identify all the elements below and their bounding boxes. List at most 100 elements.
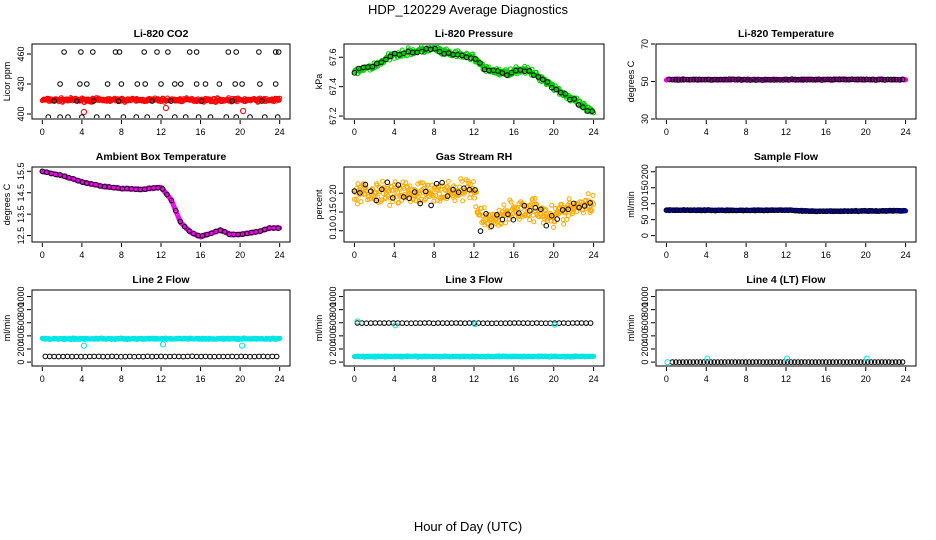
series-point bbox=[104, 81, 111, 87]
series-point bbox=[77, 81, 83, 87]
series-point bbox=[580, 104, 586, 110]
series-point bbox=[390, 195, 396, 201]
series-point bbox=[862, 207, 869, 214]
series-point bbox=[57, 81, 63, 87]
x-tick-label: 0 bbox=[40, 127, 45, 137]
series-point bbox=[688, 207, 694, 213]
series-point bbox=[683, 359, 690, 365]
panel-1: Li-820 CO2 Licor ppm 0 4 8 12 16 20 24 400 430 460 bbox=[2, 28, 291, 137]
series-point bbox=[544, 79, 551, 85]
x-tick-label: 20 bbox=[861, 374, 871, 384]
panel-2: Li-820 Pressure kPa 0 4 8 12 16 20 24 67.2 67.4 67.… bbox=[314, 28, 605, 137]
y-tick-label: 0 bbox=[640, 233, 650, 238]
series-point bbox=[695, 207, 701, 213]
series-point bbox=[439, 179, 445, 186]
y-tick-label: 200 bbox=[328, 341, 338, 356]
series-point bbox=[403, 320, 410, 327]
x-tick-label: 20 bbox=[235, 127, 245, 137]
series-point bbox=[789, 207, 795, 214]
series-point bbox=[843, 76, 849, 83]
series-point bbox=[395, 182, 402, 188]
series-point bbox=[805, 359, 812, 365]
series-point bbox=[57, 114, 63, 118]
panel-title: Sample Flow bbox=[754, 151, 819, 163]
series-point bbox=[792, 76, 798, 83]
series-point bbox=[804, 77, 810, 83]
series-point bbox=[831, 76, 837, 83]
series-point bbox=[827, 208, 834, 214]
series-point bbox=[390, 187, 396, 193]
series-point bbox=[141, 49, 147, 55]
y-axis-label: kPa bbox=[314, 74, 324, 90]
series-point bbox=[78, 49, 84, 55]
x-tick-label: 16 bbox=[821, 127, 831, 137]
series-point bbox=[563, 210, 568, 216]
y-tick-label: 1000 bbox=[328, 287, 338, 307]
series-point bbox=[274, 114, 281, 118]
series-point bbox=[840, 359, 847, 365]
series-point bbox=[844, 359, 850, 365]
series-point bbox=[896, 359, 902, 365]
y-tick-label: 67.6 bbox=[328, 48, 338, 66]
x-tick-label: 0 bbox=[352, 250, 357, 260]
series-point bbox=[759, 77, 765, 83]
series-point bbox=[144, 353, 151, 360]
series-point bbox=[690, 76, 697, 83]
x-tick-label: 4 bbox=[704, 127, 709, 137]
series-point bbox=[455, 189, 462, 195]
x-tick-label: 20 bbox=[861, 250, 871, 260]
series-point bbox=[892, 359, 899, 365]
series-point bbox=[866, 76, 873, 83]
y-tick-label: 400 bbox=[640, 328, 650, 343]
series-point bbox=[786, 77, 792, 83]
series-point bbox=[531, 72, 537, 78]
series-point bbox=[531, 219, 537, 225]
series-point bbox=[698, 207, 705, 214]
x-tick-label: 4 bbox=[392, 127, 397, 137]
data-points bbox=[39, 168, 283, 240]
series-point bbox=[702, 207, 708, 213]
series-point bbox=[459, 52, 465, 59]
series-point bbox=[480, 320, 486, 327]
series-point bbox=[720, 76, 727, 83]
series-outlier bbox=[240, 107, 247, 115]
series-point bbox=[415, 193, 421, 199]
series-point bbox=[182, 114, 189, 118]
series-point bbox=[392, 179, 398, 185]
series-point bbox=[826, 359, 833, 365]
y-tick-label: 800 bbox=[640, 302, 650, 317]
series-point bbox=[112, 49, 119, 55]
x-tick-label: 12 bbox=[781, 127, 791, 137]
figure-title: HDP_120229 Average Diagnostics bbox=[368, 2, 568, 17]
series-point bbox=[499, 216, 506, 223]
series-point bbox=[353, 196, 359, 202]
series-point bbox=[444, 193, 451, 199]
series-point bbox=[532, 204, 539, 211]
x-tick-label: 0 bbox=[40, 374, 45, 384]
series-point bbox=[583, 320, 589, 326]
y-axis-label: degrees C bbox=[626, 60, 636, 102]
series-point bbox=[554, 216, 561, 222]
panel-9: Line 4 (LT) Flow ml/min 0 4 8 12 16 20 24 0 200400… bbox=[626, 274, 917, 384]
series-point bbox=[719, 207, 726, 213]
series-point bbox=[851, 359, 857, 365]
x-tick-label: 20 bbox=[235, 374, 245, 384]
series-point bbox=[351, 196, 357, 202]
plot-frame bbox=[31, 43, 291, 120]
series-point bbox=[273, 353, 280, 360]
series-point bbox=[193, 81, 200, 87]
series-point bbox=[675, 77, 682, 83]
series-point bbox=[858, 208, 865, 214]
y-axis-label: ml/min bbox=[2, 315, 12, 342]
series-point bbox=[740, 207, 746, 214]
y-axis-label: ml/min bbox=[626, 191, 636, 218]
series-point bbox=[753, 77, 759, 83]
series-point bbox=[875, 76, 882, 83]
series-point bbox=[190, 230, 197, 237]
series-point bbox=[164, 191, 170, 198]
y-tick-label: 0 bbox=[16, 360, 26, 365]
series-point bbox=[362, 181, 369, 188]
series-point bbox=[45, 114, 52, 118]
y-tick-label: 70 bbox=[640, 39, 650, 49]
series-point bbox=[84, 81, 90, 87]
